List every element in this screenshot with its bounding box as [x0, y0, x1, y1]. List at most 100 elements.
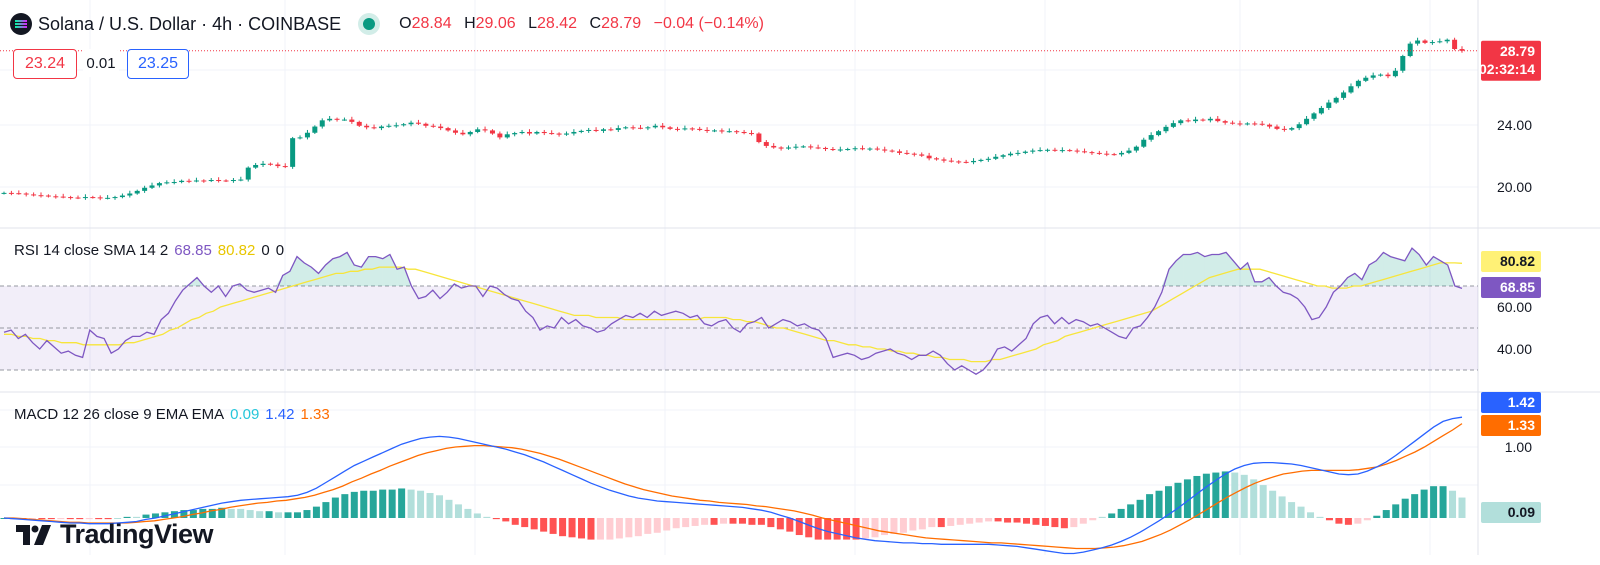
- last-price-badge-text: 02:32:14: [1479, 61, 1535, 77]
- price-candle: [726, 131, 732, 133]
- macd-histogram-bar: [795, 518, 803, 536]
- price-candle: [230, 180, 236, 182]
- rsi-overbought-fill: [1354, 273, 1362, 286]
- macd-histogram-bar: [1250, 479, 1258, 518]
- macd-histogram-bar: [559, 518, 567, 537]
- price-scale-tick: 1.00: [1505, 439, 1532, 455]
- macd-histogram-bar: [1259, 485, 1267, 518]
- macd-histogram-bar: [1344, 518, 1352, 525]
- buy-button[interactable]: 23.25: [127, 49, 189, 79]
- price-candle: [1452, 39, 1458, 50]
- rsi-overbought-fill: [1190, 252, 1198, 286]
- rsi-overbought-fill: [332, 256, 340, 286]
- macd-histogram-bar: [1449, 490, 1457, 518]
- price-candle: [1015, 152, 1021, 154]
- price-candle: [956, 161, 962, 163]
- price-candle: [53, 196, 59, 198]
- macd-histogram-bar: [1240, 474, 1248, 518]
- price-candle: [563, 133, 569, 135]
- price-scale[interactable]: 24.00 20.00 60.00 40.00 1.00 28.79 02:32:14 80.…: [1479, 40, 1541, 523]
- price-candle: [327, 118, 333, 121]
- price-candle: [1296, 124, 1302, 129]
- price-candle: [815, 147, 821, 149]
- macd-legend[interactable]: MACD 12 26 close 9 EMA EMA 0.09 1.42 1.33: [14, 406, 330, 423]
- price-candle: [238, 179, 244, 181]
- price-candle: [475, 129, 481, 132]
- macd-histogram-bar: [625, 518, 633, 538]
- price-candle: [734, 131, 740, 133]
- price-candle: [586, 129, 592, 131]
- price-candle: [216, 180, 222, 182]
- macd-histogram-bar: [918, 518, 926, 530]
- macd-histogram-bar: [1108, 513, 1116, 518]
- close-value: 28.79: [601, 15, 642, 32]
- price-candle: [934, 158, 940, 160]
- macd-hist-badge: [1481, 502, 1541, 523]
- macd-histogram-bar: [303, 510, 311, 518]
- macd-histogram-bar: [956, 518, 964, 525]
- price-candle: [423, 123, 429, 126]
- rsi-sma-badge: [1481, 251, 1541, 272]
- macd-histogram-bar: [937, 518, 945, 528]
- macd-histogram-bar: [909, 518, 917, 531]
- macd-histogram-bar: [549, 518, 557, 534]
- price-candle: [674, 128, 680, 130]
- price-candle: [245, 167, 251, 180]
- macd-histogram-bar: [833, 518, 841, 540]
- macd-histogram-bar: [1221, 471, 1229, 518]
- rsi-overbought-fill: [354, 265, 362, 286]
- price-candle: [897, 151, 903, 153]
- price-candle: [1008, 153, 1014, 156]
- macd-histogram-bar: [985, 518, 993, 522]
- price-candle: [31, 194, 37, 196]
- symbol-title[interactable]: Solana / U.S. Dollar · 4h · COINBASE: [38, 13, 342, 34]
- price-scale-tick: 40.00: [1497, 341, 1532, 357]
- price-candle: [519, 131, 525, 134]
- price-candle: [1133, 146, 1139, 151]
- macd-histogram-bar: [331, 497, 339, 518]
- price-candle: [134, 190, 140, 194]
- price-candle: [267, 163, 273, 165]
- macd-histogram-bar: [1307, 512, 1315, 518]
- macd-histogram-bar: [1070, 518, 1078, 528]
- sell-button[interactable]: 23.24: [13, 49, 77, 79]
- macd-badge-text: 1.42: [1508, 394, 1535, 410]
- rsi-overbought-fill: [1254, 281, 1262, 286]
- macd-histogram-bar: [369, 490, 377, 518]
- macd-histogram-bar: [1325, 518, 1333, 521]
- rsi-overbought-fill: [1197, 252, 1205, 286]
- price-candle: [112, 197, 118, 199]
- market-status-icon[interactable]: [363, 18, 376, 30]
- macd-histogram-bar: [388, 489, 396, 518]
- rsi-overbought-fill: [1347, 273, 1355, 286]
- macd-histogram-bar: [1335, 518, 1343, 524]
- price-candle: [438, 126, 444, 129]
- tradingview-logo[interactable]: TradingView: [16, 519, 214, 550]
- rsi-overbought-fill: [375, 256, 383, 286]
- rsi-legend[interactable]: RSI 14 close SMA 14 2 68.85 80.82 0 0: [14, 242, 285, 259]
- macd-histogram-bar: [454, 504, 462, 518]
- macd-histogram-bar: [587, 518, 595, 540]
- price-candle: [38, 195, 44, 197]
- price-candle: [593, 129, 599, 131]
- macd-histogram-bar: [407, 489, 415, 518]
- last-price-badge: [1481, 40, 1541, 81]
- price-candle: [142, 187, 148, 191]
- price-candle: [845, 149, 851, 151]
- rsi-overbought-fill: [304, 262, 312, 286]
- price-candle: [1341, 92, 1347, 98]
- price-candle: [711, 130, 717, 132]
- price-candle: [1163, 126, 1169, 132]
- price-candle: [97, 197, 103, 199]
- rsi-badge-text: 68.85: [1500, 279, 1535, 295]
- price-candle: [1215, 118, 1221, 122]
- price-candle: [467, 131, 473, 135]
- macd-histogram-bar: [246, 510, 254, 518]
- macd-histogram-bar: [464, 508, 472, 518]
- price-candle: [526, 131, 532, 134]
- macd-histogram-bar: [114, 518, 122, 519]
- price-candle: [386, 125, 392, 127]
- price-candle: [253, 164, 259, 168]
- price-candle: [1170, 123, 1176, 127]
